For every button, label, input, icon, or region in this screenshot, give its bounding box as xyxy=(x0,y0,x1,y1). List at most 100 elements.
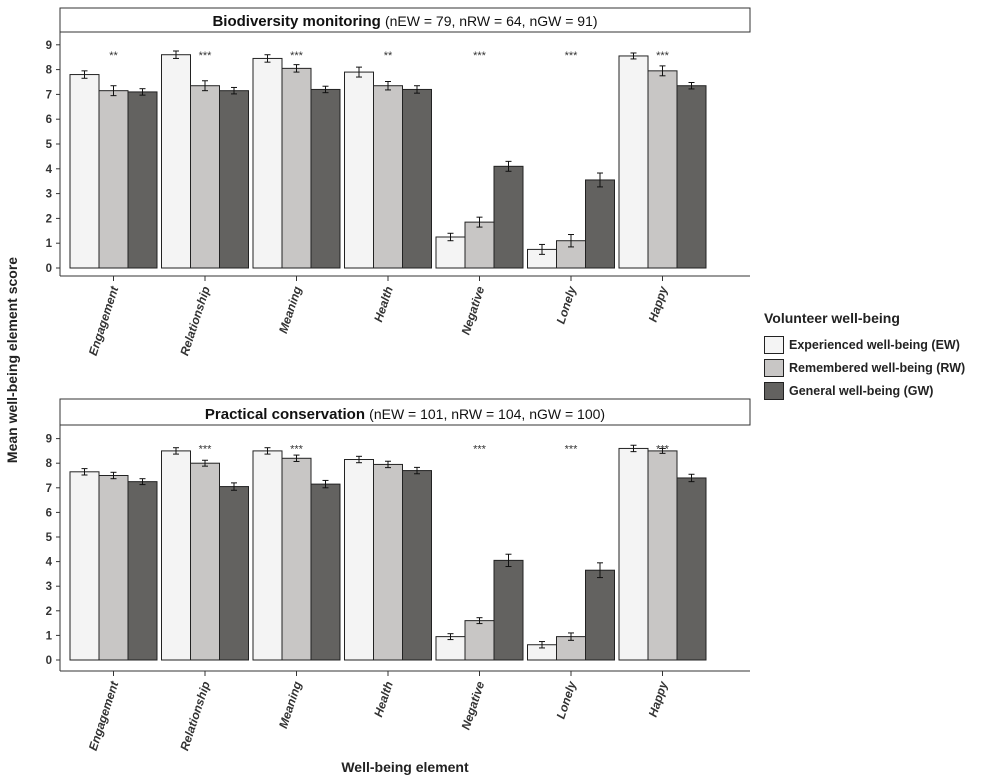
bar xyxy=(464,221,495,269)
x-tick-label: Relationship xyxy=(177,285,213,358)
x-axis-label: Well-being element xyxy=(341,759,469,775)
bar xyxy=(127,481,158,661)
panel-title-box xyxy=(59,398,751,426)
bar xyxy=(435,636,466,661)
bar xyxy=(585,569,615,661)
bar xyxy=(676,477,707,661)
legend-label-rw: Remembered well-being (RW) xyxy=(789,361,966,375)
bar xyxy=(190,462,220,661)
bar xyxy=(493,165,524,269)
bar xyxy=(69,471,100,661)
y-tick-label: 3 xyxy=(46,581,52,593)
x-tick-label: Negative xyxy=(459,679,488,731)
y-tick-label: 7 xyxy=(46,89,52,101)
significance-label: ** xyxy=(384,50,393,62)
y-tick-label: 8 xyxy=(46,458,53,470)
y-tick-label: 3 xyxy=(46,189,52,201)
x-tick-label: Lonely xyxy=(554,283,580,325)
legend-swatch-gw xyxy=(764,382,784,400)
bar xyxy=(281,67,312,269)
y-axis-label-text: Mean well-being element score xyxy=(4,256,21,464)
legend-item-gw: General well-being (GW) xyxy=(764,380,996,402)
y-tick-label: 7 xyxy=(46,483,52,495)
legend-swatch-ew xyxy=(764,336,784,354)
bar xyxy=(310,88,341,269)
y-tick-label: 6 xyxy=(46,507,52,519)
bar xyxy=(219,90,249,269)
significance-label: *** xyxy=(473,50,487,62)
significance-label: *** xyxy=(199,50,213,62)
x-tick-label: Happy xyxy=(646,283,671,323)
bar xyxy=(402,470,432,661)
legend-item-ew: Experienced well-being (EW) xyxy=(764,334,996,356)
x-tick-label: Engagement xyxy=(86,284,122,358)
y-tick-label: 0 xyxy=(46,263,52,275)
bar xyxy=(464,620,495,661)
bar xyxy=(402,88,432,269)
y-tick-label: 2 xyxy=(46,213,52,225)
bar xyxy=(190,85,220,269)
y-tick-label: 4 xyxy=(46,164,53,176)
y-tick-label: 9 xyxy=(46,40,52,52)
bar xyxy=(252,450,283,661)
x-tick-label: Relationship xyxy=(177,680,213,753)
x-tick-label: Health xyxy=(371,285,396,324)
legend-label-ew: Experienced well-being (EW) xyxy=(789,338,960,352)
bar xyxy=(344,71,374,269)
x-tick-label: Lonely xyxy=(554,678,580,720)
y-tick-label: 5 xyxy=(46,532,53,544)
legend-title: Volunteer well-being xyxy=(764,310,900,326)
x-tick-label: Health xyxy=(371,680,396,719)
legend-label-gw: General well-being (GW) xyxy=(789,384,934,398)
bar xyxy=(310,483,341,661)
x-tick-label: Meaning xyxy=(276,679,305,730)
significance-label: *** xyxy=(656,50,670,62)
bar xyxy=(435,236,466,269)
bar xyxy=(98,90,129,269)
y-axis-label: Mean well-being element score xyxy=(3,250,21,470)
bar xyxy=(493,559,524,661)
bar xyxy=(219,486,249,661)
y-tick-label: 0 xyxy=(46,655,52,667)
legend: Volunteer well-being Experienced well-be… xyxy=(764,310,996,403)
bar xyxy=(373,85,403,269)
legend-item-rw: Remembered well-being (RW) xyxy=(764,357,996,379)
bar xyxy=(344,459,374,661)
y-tick-label: 1 xyxy=(46,630,53,642)
significance-label: *** xyxy=(199,444,213,456)
bar xyxy=(161,54,191,269)
y-tick-label: 2 xyxy=(46,606,52,618)
bar xyxy=(161,450,191,661)
y-tick-label: 5 xyxy=(46,139,53,151)
bar xyxy=(252,57,283,269)
y-tick-label: 6 xyxy=(46,114,52,126)
bar xyxy=(647,70,678,269)
panel-2: Practical conservation (nEW = 101, nRW =… xyxy=(46,398,751,753)
significance-label: *** xyxy=(565,444,579,456)
bar xyxy=(647,450,678,661)
significance-label: *** xyxy=(290,50,304,62)
bar xyxy=(281,457,312,661)
significance-label: *** xyxy=(290,444,304,456)
legend-swatch-rw xyxy=(764,359,784,377)
significance-label: *** xyxy=(656,444,670,456)
bar xyxy=(373,463,403,661)
bar xyxy=(618,55,649,269)
bar xyxy=(585,179,615,269)
bar xyxy=(69,74,100,269)
significance-label: *** xyxy=(565,50,579,62)
bar xyxy=(676,85,707,269)
x-tick-label: Meaning xyxy=(276,284,305,335)
x-tick-label: Engagement xyxy=(86,679,122,753)
bar xyxy=(618,447,649,661)
x-tick-label: Negative xyxy=(459,284,488,336)
bar xyxy=(98,475,129,661)
panel-1: Biodiversity monitoring (nEW = 79, nRW =… xyxy=(46,7,751,358)
panel-title: Practical conservation (nEW = 101, nRW =… xyxy=(205,406,605,423)
significance-label: *** xyxy=(473,444,487,456)
panel-title-box xyxy=(59,7,751,33)
x-tick-label: Happy xyxy=(646,678,671,718)
y-tick-label: 4 xyxy=(46,557,53,569)
y-tick-label: 1 xyxy=(46,238,53,250)
